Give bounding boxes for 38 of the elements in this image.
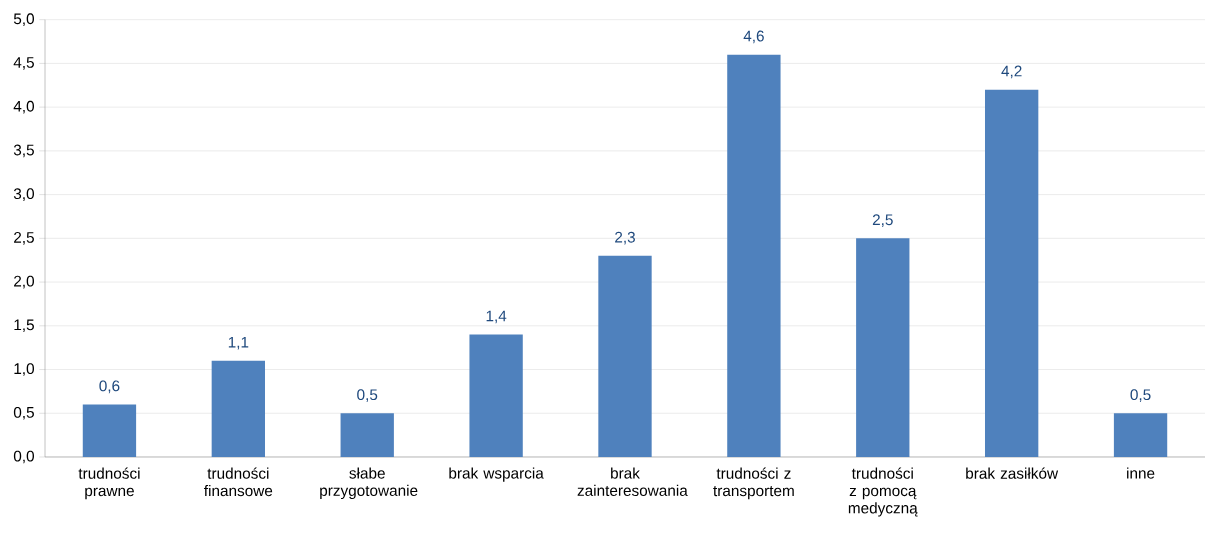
x-tick-label: inne <box>1127 467 1155 479</box>
data-label: 2,5 <box>872 214 893 227</box>
y-tick-label: 4,0 <box>13 100 34 114</box>
bar <box>598 255 652 457</box>
bar <box>469 334 523 457</box>
bar <box>82 404 137 457</box>
y-tick-label: 1,0 <box>14 363 34 376</box>
x-tick-label: trudności z pomocą medyczną <box>848 467 918 517</box>
bar <box>985 89 1039 457</box>
bar <box>1113 413 1168 457</box>
x-tick-label: trudności finansowe <box>204 467 273 497</box>
y-tick-label: 2,0 <box>14 275 34 289</box>
y-tick-label: 0,5 <box>13 406 34 420</box>
y-tick-label: 5,0 <box>13 13 34 27</box>
data-label: 4,2 <box>1001 65 1022 79</box>
bar <box>211 360 265 457</box>
y-tick-label: 0,0 <box>13 450 34 464</box>
x-tick-label: trudności z transportem <box>713 467 794 500</box>
y-tick-label: 4,5 <box>13 57 34 70</box>
bar <box>727 54 781 457</box>
x-tick-label: trudności prawne <box>78 467 140 500</box>
x-tick-label: brak zainteresowania <box>577 467 688 496</box>
x-tick-label: brak zasiłków <box>966 467 1059 479</box>
x-tick-label: brak wsparcia <box>449 467 544 482</box>
y-tick-label: 2,5 <box>14 232 34 245</box>
bar <box>856 238 910 457</box>
data-label: 1,4 <box>486 310 507 324</box>
y-tick-label: 3,0 <box>13 188 34 201</box>
y-tick-label: 1,5 <box>14 319 34 333</box>
x-tick-label: słabe przygotowanie <box>320 467 418 500</box>
data-label: 1,1 <box>228 336 249 350</box>
data-label: 4,6 <box>743 30 764 44</box>
data-label: 0,5 <box>1130 389 1151 402</box>
data-label: 0,6 <box>99 380 120 394</box>
data-label: 0,5 <box>357 389 378 402</box>
y-tick-label: 3,5 <box>13 144 34 158</box>
data-label: 2,3 <box>615 231 635 245</box>
bar <box>340 413 394 457</box>
